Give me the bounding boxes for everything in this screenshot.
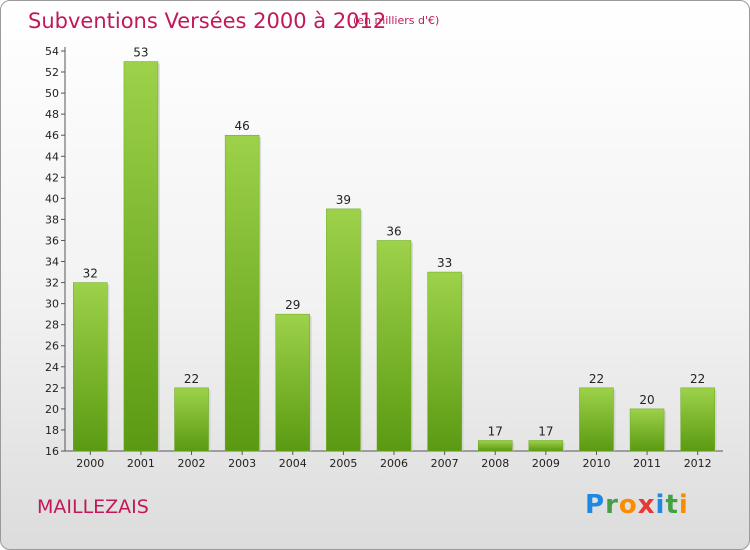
chart-subtitle: (en milliers d'€) [353,14,440,27]
logo-letter: t [665,490,679,520]
chart-bars [73,61,717,452]
bar [174,387,209,452]
data-label: 29 [285,298,300,312]
bar [73,282,108,452]
data-label: 39 [336,193,351,207]
bar [629,408,665,452]
bar [376,240,412,452]
y-tick-label: 26 [45,340,59,353]
logo-letter: i [655,490,666,520]
y-tick-label: 28 [45,319,59,332]
x-tick-label: 2010 [582,457,610,470]
data-label: 36 [386,224,401,238]
commune-name: MAILLEZAIS [37,496,149,518]
x-tick-label: 2009 [532,457,560,470]
y-tick-label: 18 [45,424,59,437]
data-label: 46 [235,119,250,133]
data-label: 20 [639,393,654,407]
bar [427,271,462,452]
y-tick-label: 48 [45,108,59,121]
x-tick-label: 2002 [178,457,206,470]
logo-letter: r [605,490,619,520]
bar [528,440,564,452]
y-tick-label: 16 [45,445,59,458]
chart-axes: 16 18 20 22 24 26 28 30 32 34 36 38 40 42 44 46 48 50 52 54 [45,45,723,458]
y-tick-label: 46 [45,129,59,142]
logo-letter: i [678,490,689,520]
logo-letter: o [618,490,638,520]
y-tick-label: 30 [45,298,59,311]
data-label: 33 [437,256,452,270]
x-tick-label: 2007 [431,457,459,470]
data-label: 53 [133,46,148,60]
y-tick-label: 38 [45,213,59,226]
data-label: 22 [690,372,705,386]
x-tick-label: 2008 [481,457,509,470]
x-tick-label: 2001 [127,457,155,470]
y-tick-label: 36 [45,234,59,247]
bar [680,387,715,452]
y-tick-label: 34 [45,256,59,269]
y-tick-label: 22 [45,382,59,395]
y-tick-label: 20 [45,403,59,416]
data-label: 22 [184,372,199,386]
proxiti-logo: Proxiti [585,490,689,520]
data-label: 17 [488,424,503,438]
bar [123,61,159,452]
chart-labels: 2000 32 2001 53 2002 22 2003 46 2004 29 2005 39 2006… [76,46,711,470]
bar [326,208,361,452]
data-label: 22 [589,372,604,386]
y-tick-label: 32 [45,277,59,290]
y-tick-label: 54 [45,45,59,58]
logo-letter: x [637,490,656,520]
x-tick-label: 2000 [76,457,104,470]
y-tick-label: 50 [45,87,59,100]
x-tick-label: 2003 [228,457,256,470]
bar [579,387,614,452]
bar [477,440,513,452]
y-tick-label: 52 [45,66,59,79]
bar [224,134,260,452]
logo-letter: P [585,490,606,520]
y-tick-label: 44 [45,150,59,163]
y-tick-label: 24 [45,361,59,374]
bar [275,313,311,452]
x-tick-label: 2006 [380,457,408,470]
chart-title: Subventions Versées 2000 à 2012 [28,9,387,33]
data-label: 17 [538,424,553,438]
x-tick-label: 2012 [684,457,712,470]
x-tick-label: 2004 [279,457,307,470]
y-tick-label: 40 [45,192,59,205]
data-label: 32 [83,267,98,281]
y-tick-label: 42 [45,171,59,184]
x-tick-label: 2011 [633,457,661,470]
x-tick-label: 2005 [329,457,357,470]
